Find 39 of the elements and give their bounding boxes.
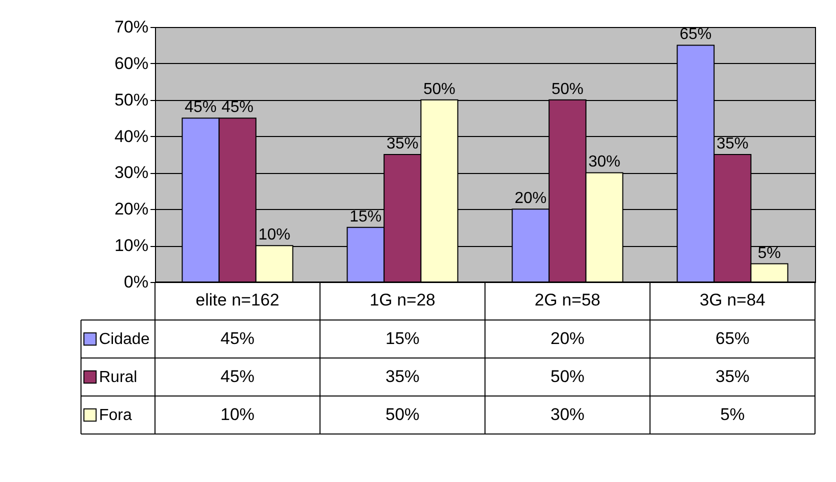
legend-label: Rural [99, 369, 138, 386]
text: 10% [258, 226, 290, 244]
y-tick-label: 40% [114, 126, 148, 146]
data-label: 50% [550, 367, 585, 386]
text: 15% [350, 208, 382, 226]
x-tick-label: 3G n=84 [700, 290, 766, 310]
data-label: 20% [550, 329, 585, 348]
y-tick-label: 20% [114, 200, 148, 219]
y-tick-label: 60% [114, 54, 148, 73]
y-tick-label: 10% [114, 236, 148, 256]
data-label: 35% [385, 367, 420, 386]
text: 5% [758, 244, 781, 262]
text: 45% [184, 99, 217, 116]
data-label: 30% [550, 405, 585, 424]
data-label: 45% [220, 329, 255, 348]
x-tick-label: 1G n=28 [370, 290, 436, 310]
data-label: 5% [720, 405, 745, 424]
text: 35% [386, 136, 419, 152]
x-tick-label: elite n=162 [196, 290, 280, 310]
data-label: 10% [220, 405, 255, 424]
text: 50% [551, 80, 584, 98]
text: 20% [514, 190, 547, 208]
data-label: 50% [385, 405, 420, 424]
x-tick-label: 2G n=58 [534, 290, 600, 310]
y-tick-label: 70% [114, 18, 148, 36]
data-label: 35% [715, 367, 750, 386]
text: 65% [680, 26, 712, 44]
y-tick-label: 0% [124, 272, 148, 292]
text: 45% [221, 99, 254, 116]
y-tick-label: 50% [114, 90, 148, 110]
text: 50% [423, 80, 456, 98]
data-label: 65% [715, 329, 750, 348]
y-tick-label: 30% [114, 163, 148, 182]
text: 35% [716, 136, 749, 152]
data-label: 15% [385, 329, 420, 348]
legend-label: Fora [99, 407, 132, 424]
text: 30% [588, 154, 620, 171]
legend-label: Cidade [99, 331, 150, 348]
data-label: 45% [220, 367, 255, 386]
